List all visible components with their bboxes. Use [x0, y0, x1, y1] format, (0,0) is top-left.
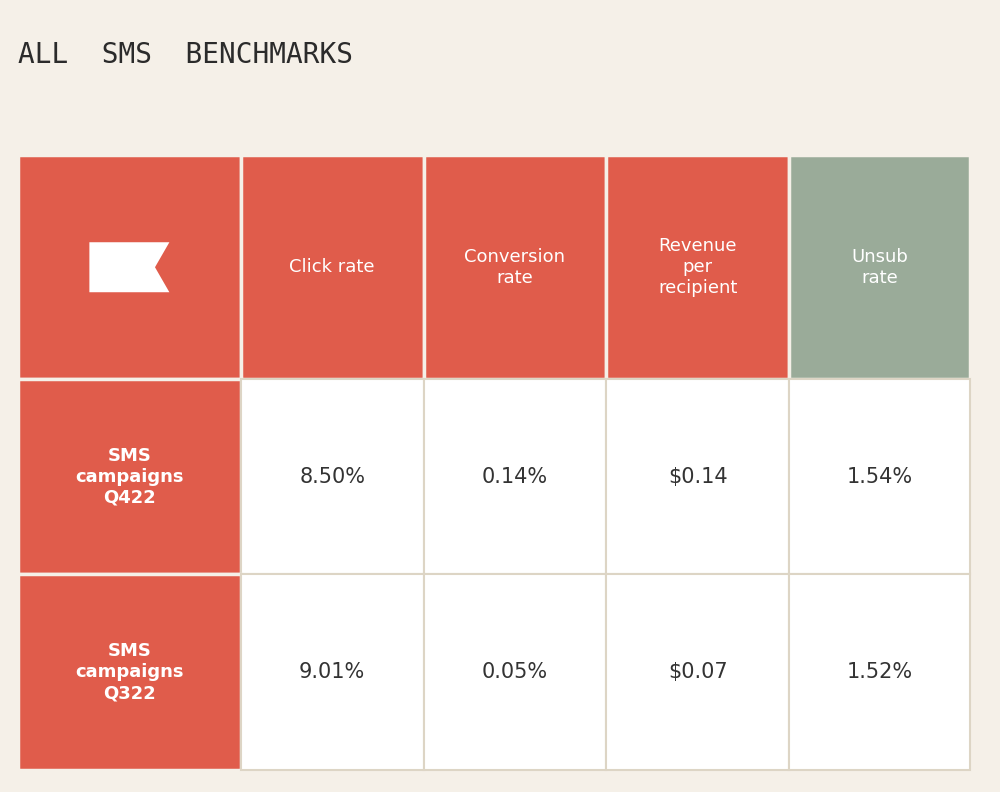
Bar [606, 574, 789, 770]
Bar [789, 155, 970, 379]
Text: $0.07: $0.07 [668, 662, 728, 682]
Bar [424, 379, 606, 574]
Bar [424, 574, 606, 770]
Bar [424, 155, 606, 379]
Bar [606, 379, 789, 574]
Text: ALL  SMS  BENCHMARKS: ALL SMS BENCHMARKS [18, 41, 353, 69]
Bar [606, 155, 789, 379]
Polygon shape [89, 242, 169, 292]
Text: 0.14%: 0.14% [482, 467, 548, 487]
Text: SMS
campaigns
Q322: SMS campaigns Q322 [75, 642, 184, 702]
Text: 1.54%: 1.54% [846, 467, 913, 487]
Text: 1.52%: 1.52% [846, 662, 913, 682]
Bar [241, 379, 424, 574]
Text: 9.01%: 9.01% [299, 662, 365, 682]
Text: $0.14: $0.14 [668, 467, 728, 487]
Text: Revenue
per
recipient: Revenue per recipient [658, 238, 737, 297]
Bar [241, 155, 424, 379]
Text: Conversion
rate: Conversion rate [464, 248, 565, 287]
Bar [18, 379, 241, 574]
Text: 8.50%: 8.50% [299, 467, 365, 487]
Text: 0.05%: 0.05% [482, 662, 548, 682]
Bar [18, 574, 241, 770]
Bar [789, 379, 970, 574]
Bar [789, 574, 970, 770]
Bar [241, 574, 424, 770]
Bar [18, 155, 241, 379]
Text: Unsub
rate: Unsub rate [851, 248, 908, 287]
Text: Click rate: Click rate [289, 258, 375, 276]
Text: SMS
campaigns
Q422: SMS campaigns Q422 [75, 447, 184, 507]
